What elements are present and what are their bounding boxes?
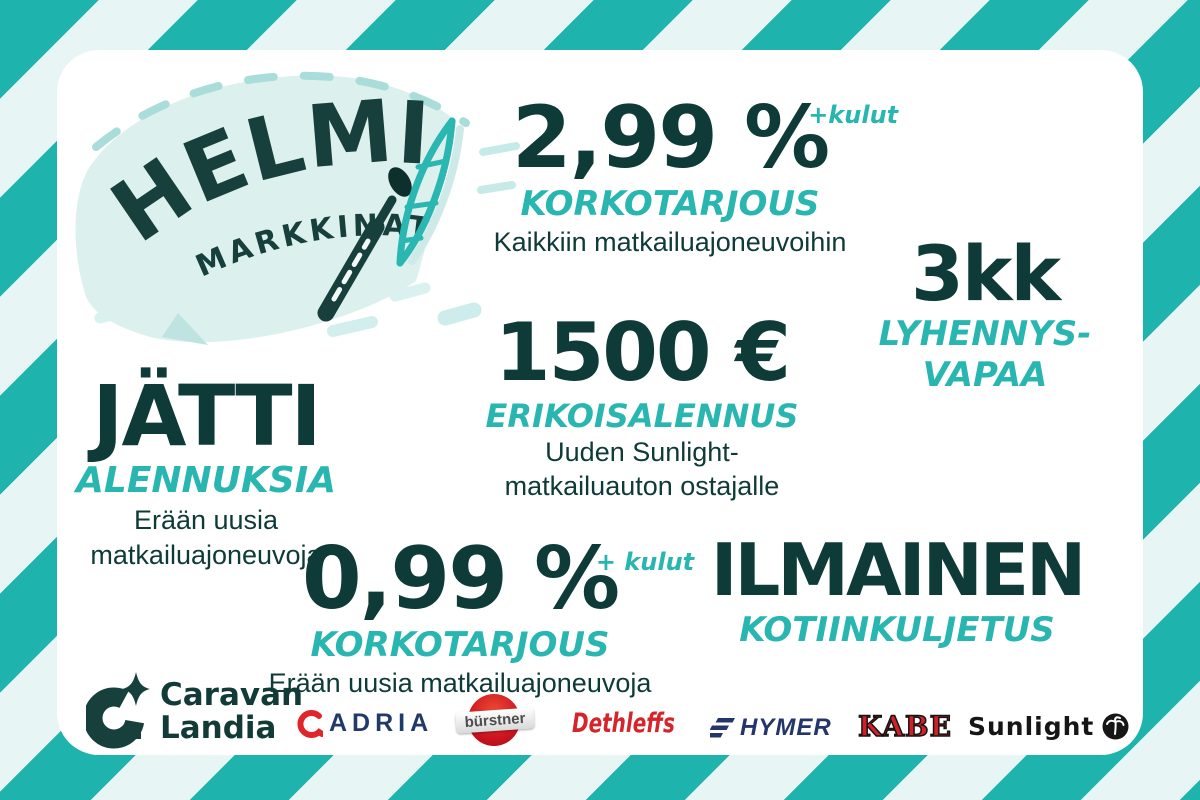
adria-logo-icon: [297, 710, 323, 738]
interest-rate-value: 2,99 % +kulut: [511, 88, 899, 188]
helmi-markkinat-logo: HELMI MARKKINAT: [75, 71, 470, 345]
offer-special-discount: 1500 € ERIKOISALENNUS Uuden Sunlight- ma…: [447, 313, 837, 502]
interest-offer-label: KORKOTARJOUS: [520, 184, 820, 224]
dealer-name-line2: Landia: [160, 710, 277, 746]
hymer-logo: HYMER: [710, 714, 832, 742]
caravan-landia-logo: Caravan Landia: [86, 670, 303, 754]
dethleffs-logo: Dethleffs: [572, 708, 711, 739]
caravan-landia-logo-icon: [86, 672, 150, 749]
free-delivery-label: KOTIINKULJETUS: [739, 610, 1055, 650]
mega-discount-desc-line1: Erään uusia: [133, 504, 279, 535]
adria-logo-text: ADRIA: [329, 708, 434, 737]
payment-free-label-line1: LYHENNYS-: [878, 314, 1092, 354]
interest-rate-value: 0,99 % + kulut: [301, 529, 695, 629]
special-discount-value: 1500 €: [494, 306, 791, 399]
offer-interest-bottom: 0,99 % + kulut KORKOTARJOUS Erään uusia …: [260, 529, 695, 699]
mega-discount-desc-line2: matkailuajoneuvoja: [90, 539, 322, 570]
sunlight-logo-text: Sunlight: [968, 712, 1095, 741]
kabe-logo-text: KABE: [857, 709, 952, 744]
sunlight-logo: Sunlight: [968, 712, 1129, 741]
mega-discount-label: ALENNUKSIA: [76, 460, 336, 501]
interest-offer-label: KORKOTARJOUS: [310, 625, 610, 665]
interest-rate-note: +kulut: [808, 101, 899, 129]
hymer-stripes-icon: [710, 718, 735, 738]
palm-tree-icon: [1102, 713, 1129, 740]
special-discount-desc-line1: Uuden Sunlight-: [545, 436, 739, 467]
kabe-logo: KABE: [857, 709, 952, 744]
hymer-logo-text: HYMER: [740, 714, 832, 741]
dethleffs-logo-text: Dethleffs: [572, 708, 675, 739]
special-discount-label: ERIKOISALENNUS: [485, 397, 799, 435]
mega-discount-value: JÄTTI: [92, 367, 322, 465]
sparkle-icon: [122, 672, 150, 706]
splash-background: [75, 75, 456, 343]
offer-mega-discount: JÄTTI ALENNUKSIA Erään uusia matkailuajo…: [60, 374, 352, 571]
adria-logo: ADRIA: [293, 708, 433, 738]
special-discount-desc-line2: matkailuauton ostajalle: [504, 470, 780, 501]
payment-free-value: 3kk: [911, 229, 1061, 318]
interest-offer-desc: Kaikkiin matkailuajoneuvoihin: [493, 226, 847, 257]
interest-rate-note: + kulut: [595, 548, 695, 576]
offer-interest-top: 2,99 % +kulut KORKOTARJOUS Kaikkiin matk…: [470, 88, 899, 258]
burstner-logo: bürstner: [455, 694, 535, 746]
interest-offer-desc: Erään uusia matkailuajoneuvoja: [268, 667, 652, 698]
splash-accent: [162, 313, 208, 345]
dealer-name-line1: Caravan: [160, 676, 304, 713]
offer-free-delivery: ILMAINEN KOTIINKULJETUS: [690, 534, 1104, 649]
payment-free-label-line2: VAPAA: [922, 354, 1048, 395]
offer-payment-free: 3kk LYHENNYS- VAPAA: [860, 236, 1110, 393]
free-delivery-value: ILMAINEN: [710, 528, 1087, 612]
dashed-arc: [92, 71, 470, 151]
